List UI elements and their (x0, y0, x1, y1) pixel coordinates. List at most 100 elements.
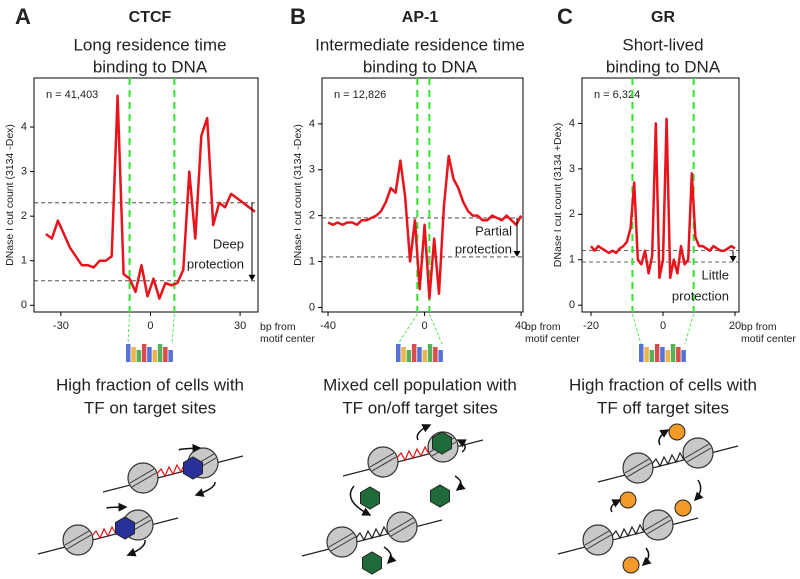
plot-frame (321, 77, 524, 313)
exchange-arrow (126, 539, 146, 557)
annotation: protection (672, 288, 729, 303)
transcription-factor (674, 499, 692, 517)
nucleosome (367, 446, 399, 478)
motif-logo (157, 344, 163, 362)
binding-site (611, 523, 645, 540)
y-tick-label: 0 (21, 299, 27, 311)
nucleosome (127, 462, 159, 494)
transcription-factor (668, 423, 686, 441)
exchange-arrow (194, 481, 216, 497)
y-tick-label: 0 (569, 299, 575, 311)
motif-guide (171, 313, 175, 345)
caption: TF on target sites (84, 398, 216, 417)
exchange-arrow (454, 475, 466, 491)
motif-logo (665, 350, 670, 362)
y-axis-label: DNase I cut count (3134 -Dex) (292, 124, 304, 266)
x-axis-label: bp from (260, 321, 296, 333)
x-axis-label: motif center (260, 333, 315, 345)
subtitle: binding to DNA (93, 57, 208, 76)
x-tick-label: 20 (729, 320, 741, 332)
n-label: n = 6,324 (594, 89, 640, 101)
n-label: n = 41,403 (46, 89, 98, 101)
motif-logo (136, 350, 142, 362)
binding-site (651, 451, 685, 468)
motif-logo (644, 347, 649, 362)
y-axis-label: DNase I cut count (3134 -Dex) (4, 124, 16, 266)
nucleosome-wrap (328, 532, 354, 548)
panel-title: CTCF (129, 9, 172, 26)
exchange-arrow (610, 499, 622, 513)
y-tick-label: 3 (569, 163, 575, 175)
caption: TF off target sites (597, 398, 729, 417)
motif-logo (670, 344, 676, 362)
nucleosome-core (622, 452, 654, 484)
nucleosome-wrap (388, 517, 414, 533)
panel-letter: C (557, 4, 573, 29)
transcription-factor (362, 551, 382, 575)
annotation: Partial (475, 223, 512, 238)
motif-guide (684, 313, 695, 345)
nucleosome-wrap (131, 472, 157, 488)
nucleosome-core (326, 526, 358, 558)
motif-logo (649, 350, 655, 362)
data-line (45, 94, 256, 300)
motif-logo (141, 344, 147, 362)
nucleosome-core (682, 437, 714, 469)
arrow-head (729, 256, 737, 263)
nucleosome-wrap (66, 534, 92, 550)
n-label: n = 12,826 (334, 89, 386, 101)
y-tick-label: 1 (309, 255, 315, 267)
exchange-arrow (693, 479, 704, 502)
nucleosome-wrap (369, 452, 395, 468)
motif-logo (417, 347, 422, 362)
exchange-arrow (178, 443, 202, 453)
x-tick-label: 30 (234, 320, 246, 332)
motif-guide (429, 313, 443, 345)
motif-logo (401, 347, 406, 362)
nucleosome-core (386, 511, 418, 543)
motif-logo (433, 347, 438, 362)
exchange-arrow (106, 502, 128, 512)
motif-guide (632, 313, 642, 345)
panel-title: AP-1 (402, 9, 439, 26)
panel-letter: B (290, 4, 306, 29)
x-tick-label: 40 (515, 320, 527, 332)
nucleosome-core (127, 462, 159, 494)
nucleosome (642, 509, 674, 541)
motif-logo (438, 350, 443, 362)
nucleosome-wrap (371, 456, 397, 472)
motif-guide (397, 313, 418, 345)
nucleosome (582, 524, 614, 556)
motif-logo (422, 350, 427, 362)
y-tick-label: 1 (569, 254, 575, 266)
exchange-arrow (416, 424, 432, 441)
caption: High fraction of cells with (569, 375, 757, 394)
nucleosome (622, 452, 654, 484)
panel-title: GR (651, 9, 675, 26)
nucleosome-wrap (686, 447, 712, 463)
exchange-arrow (658, 429, 670, 446)
x-axis-label: bp from (741, 321, 777, 333)
plot-frame (33, 77, 259, 313)
subtitle: Intermediate residence time (315, 35, 525, 54)
y-tick-label: 2 (569, 208, 575, 220)
motif-logo (131, 347, 136, 362)
nucleosome-wrap (584, 530, 610, 546)
nucleosome-wrap (129, 468, 155, 484)
x-tick-label: -40 (320, 320, 336, 332)
annotation: protection (187, 256, 244, 271)
caption: High fraction of cells with (56, 375, 244, 394)
transcription-factor (115, 516, 135, 540)
nucleosome (386, 511, 418, 543)
exchange-arrow (383, 546, 397, 565)
y-tick-label: 0 (309, 301, 315, 313)
x-tick-label: 0 (147, 320, 153, 332)
nucleosome-core (367, 446, 399, 478)
x-tick-label: 0 (660, 320, 666, 332)
exchange-arrow (641, 547, 652, 567)
nucleosome-wrap (586, 534, 612, 550)
y-tick-label: 2 (309, 210, 315, 222)
annotation: Little (702, 267, 729, 282)
transcription-factor (430, 484, 450, 508)
